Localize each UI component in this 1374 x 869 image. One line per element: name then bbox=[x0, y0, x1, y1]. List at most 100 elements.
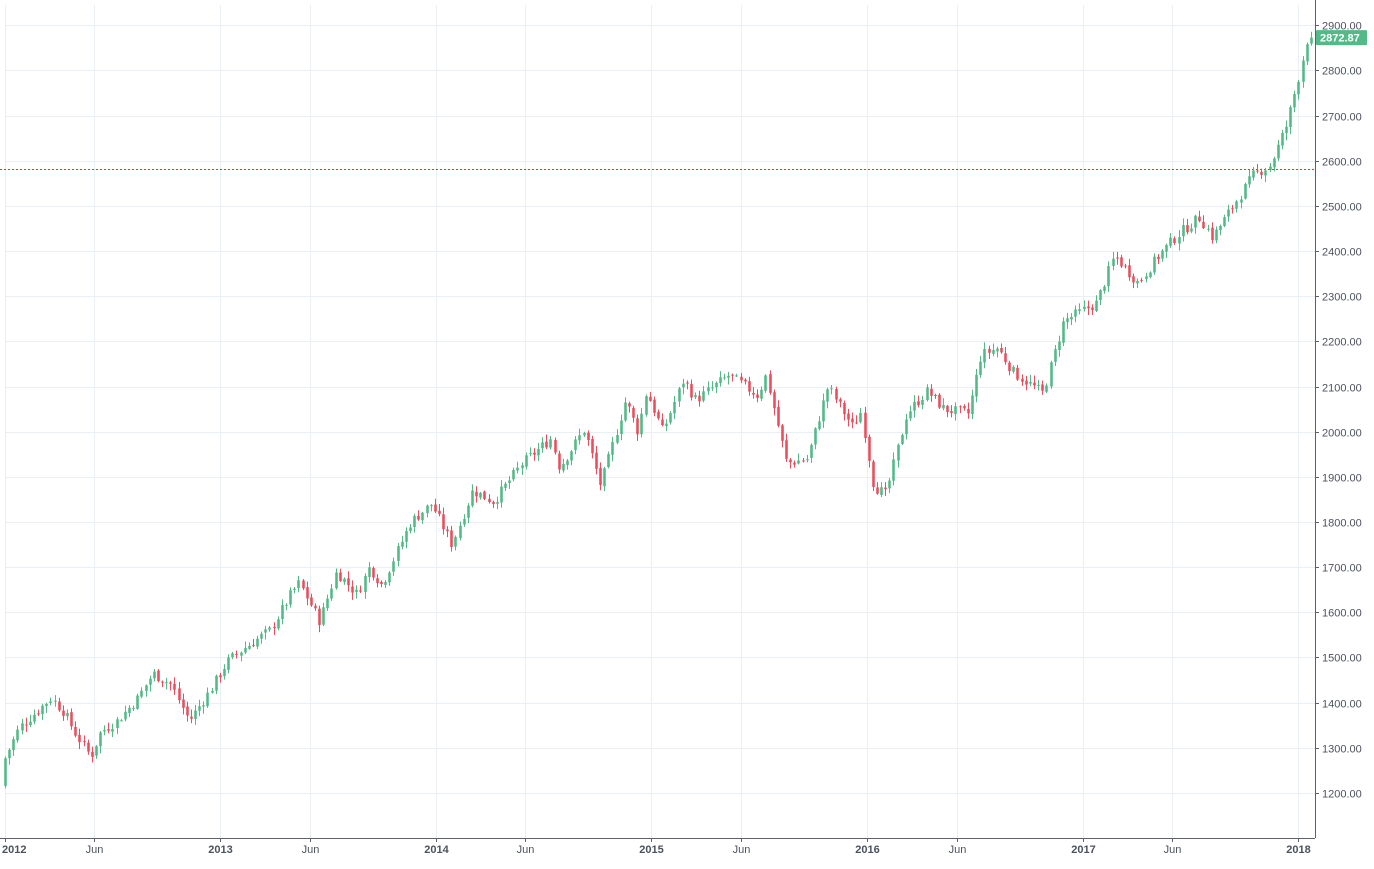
y-tick-label: 1900.00 bbox=[1322, 473, 1362, 485]
candle-down bbox=[450, 530, 453, 547]
candle-down bbox=[773, 392, 776, 409]
candle-down bbox=[1120, 257, 1123, 267]
x-tick-label: Jun bbox=[302, 844, 320, 856]
candle-down bbox=[1116, 257, 1119, 259]
candle-down bbox=[661, 419, 664, 426]
candle-up bbox=[678, 388, 681, 402]
candle-up bbox=[1194, 215, 1197, 228]
candle-down bbox=[1186, 225, 1189, 233]
candle-down bbox=[87, 742, 90, 752]
candle-up bbox=[760, 389, 763, 399]
candle-down bbox=[1016, 367, 1019, 380]
y-tick-label: 2600.00 bbox=[1322, 157, 1362, 169]
candle-up bbox=[764, 375, 767, 391]
candle-up bbox=[975, 374, 978, 397]
candle-up bbox=[421, 512, 424, 521]
candle-up bbox=[1103, 286, 1106, 292]
candle-down bbox=[769, 374, 772, 393]
y-tick-label: 1200.00 bbox=[1322, 789, 1362, 801]
candle-up bbox=[521, 465, 524, 469]
candle-down bbox=[649, 396, 652, 401]
candle-down bbox=[967, 408, 970, 414]
candle-up bbox=[140, 690, 143, 697]
candle-up bbox=[426, 505, 429, 514]
candle-down bbox=[1041, 384, 1044, 391]
candle-up bbox=[694, 395, 697, 398]
x-tick-label: 2018 bbox=[1286, 844, 1310, 856]
candle-down bbox=[876, 487, 879, 494]
candle-down bbox=[756, 394, 759, 398]
candle-up bbox=[293, 588, 296, 591]
candle-down bbox=[1211, 227, 1214, 240]
candle-up bbox=[111, 728, 114, 732]
candle-down bbox=[442, 514, 445, 530]
x-tick-label: Jun bbox=[86, 844, 104, 856]
candle-up bbox=[99, 732, 102, 747]
candle-up bbox=[202, 705, 205, 707]
candle-up bbox=[322, 607, 325, 625]
candle-down bbox=[752, 392, 755, 395]
candle-up bbox=[240, 652, 243, 656]
candle-down bbox=[930, 388, 933, 396]
candle-up bbox=[430, 505, 433, 507]
candle-up bbox=[616, 435, 619, 443]
candle-up bbox=[413, 515, 416, 527]
candle-down bbox=[591, 439, 594, 454]
candle-up bbox=[397, 546, 400, 561]
candle-down bbox=[686, 382, 689, 384]
candle-up bbox=[132, 707, 135, 709]
candle-up bbox=[541, 442, 544, 449]
candle-up bbox=[454, 536, 457, 547]
candle-up bbox=[723, 377, 726, 379]
candle-up bbox=[913, 401, 916, 411]
candle-up bbox=[45, 703, 48, 707]
y-tick-label: 2200.00 bbox=[1322, 337, 1362, 349]
candle-down bbox=[748, 381, 751, 392]
candle-down bbox=[492, 502, 495, 504]
candle-down bbox=[83, 741, 86, 743]
candle-up bbox=[4, 758, 7, 786]
candle-up bbox=[645, 396, 648, 415]
candle-up bbox=[471, 490, 474, 506]
candle-up bbox=[326, 598, 329, 609]
candle-up bbox=[1136, 280, 1139, 284]
candle-up bbox=[909, 411, 912, 419]
candle-up bbox=[264, 629, 267, 633]
candle-down bbox=[802, 460, 805, 462]
y-tick-label: 1500.00 bbox=[1322, 653, 1362, 665]
candle-up bbox=[260, 633, 263, 639]
candle-up bbox=[1145, 276, 1148, 279]
candle-down bbox=[351, 586, 354, 593]
candle-down bbox=[306, 587, 309, 599]
candle-down bbox=[781, 425, 784, 441]
candle-up bbox=[1269, 166, 1272, 170]
candle-down bbox=[1260, 171, 1263, 175]
candle-down bbox=[628, 403, 631, 407]
candle-up bbox=[583, 433, 586, 436]
candle-down bbox=[58, 701, 61, 711]
candle-up bbox=[996, 348, 999, 352]
candle-up bbox=[1277, 144, 1280, 159]
candle-up bbox=[8, 749, 11, 759]
candle-up bbox=[1297, 81, 1300, 95]
candle-up bbox=[388, 572, 391, 583]
candle-down bbox=[1231, 208, 1234, 210]
candle-down bbox=[1157, 256, 1160, 260]
candle-down bbox=[934, 394, 937, 396]
candle-up bbox=[711, 387, 714, 389]
candle-up bbox=[1178, 236, 1181, 244]
candle-down bbox=[731, 374, 734, 376]
candle-down bbox=[946, 405, 949, 412]
candle-up bbox=[256, 638, 259, 647]
candle-down bbox=[1021, 378, 1024, 382]
candle-down bbox=[372, 568, 375, 578]
candle-up bbox=[1099, 290, 1102, 301]
candle-down bbox=[1132, 276, 1135, 283]
candle-down bbox=[843, 403, 846, 415]
candle-up bbox=[496, 502, 499, 504]
candle-up bbox=[880, 487, 883, 495]
candle-down bbox=[698, 395, 701, 402]
candle-up bbox=[574, 439, 577, 451]
